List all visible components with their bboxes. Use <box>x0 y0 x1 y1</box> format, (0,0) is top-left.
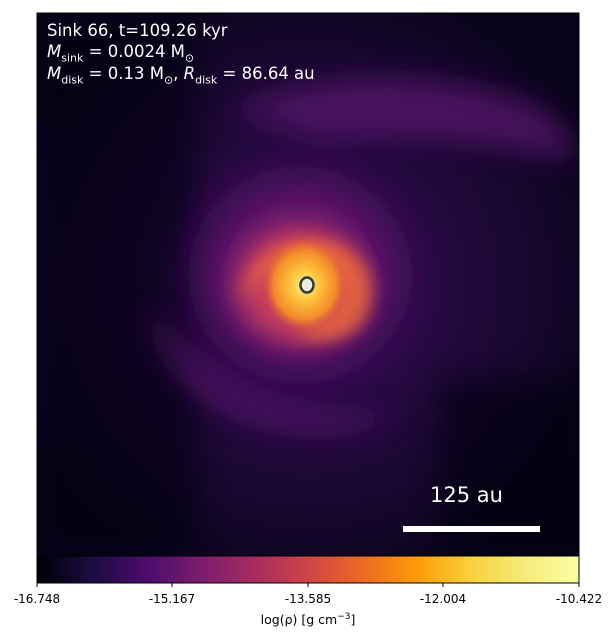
disk-mass-radius-label: Mdisk = 0.13 M⊙, Rdisk = 86.64 au <box>47 64 315 86</box>
r-disk-subscript: disk <box>195 73 218 87</box>
m-sink-unit-sub: ⊙ <box>184 51 195 65</box>
m-disk-subscript: disk <box>61 73 84 87</box>
sink-marker <box>299 276 315 294</box>
density-projection-image <box>37 13 579 556</box>
scale-bar <box>403 526 540 532</box>
colorbar-label-exponent: −3 <box>337 612 351 622</box>
colorbar-tick-label: -13.585 <box>284 592 332 606</box>
r-disk-value: = 86.64 au <box>217 64 315 83</box>
m-sink-value: = 0.0024 M <box>83 42 185 61</box>
scale-bar-label: 125 au <box>430 483 503 507</box>
sink-mass-label: Msink = 0.0024 M⊙ <box>47 42 194 64</box>
m-disk-symbol: M <box>47 64 62 83</box>
colorbar-ticks <box>36 583 580 587</box>
colorbar-tick-label: -16.748 <box>13 592 61 606</box>
m-sink-subscript: sink <box>61 51 84 65</box>
m-sink-symbol: M <box>47 42 62 61</box>
sink-time-label: Sink 66, t=109.26 kyr <box>47 21 228 40</box>
colorbar-tick-label: -12.004 <box>419 592 467 606</box>
colorbar <box>36 555 580 584</box>
r-disk-sep: , <box>173 64 184 83</box>
colorbar-tick-label: -15.167 <box>148 592 196 606</box>
m-disk-value: = 0.13 M <box>83 64 164 83</box>
m-disk-unit-sub: ⊙ <box>163 73 174 87</box>
colorbar-axis-label: log(ρ) [g cm−3] <box>261 612 356 627</box>
colorbar-label-prefix: log(ρ) [g cm <box>260 612 338 628</box>
colorbar-tick-label: -10.422 <box>555 592 603 606</box>
r-disk-symbol: R <box>183 64 196 83</box>
colorbar-label-suffix: ] <box>350 612 356 628</box>
